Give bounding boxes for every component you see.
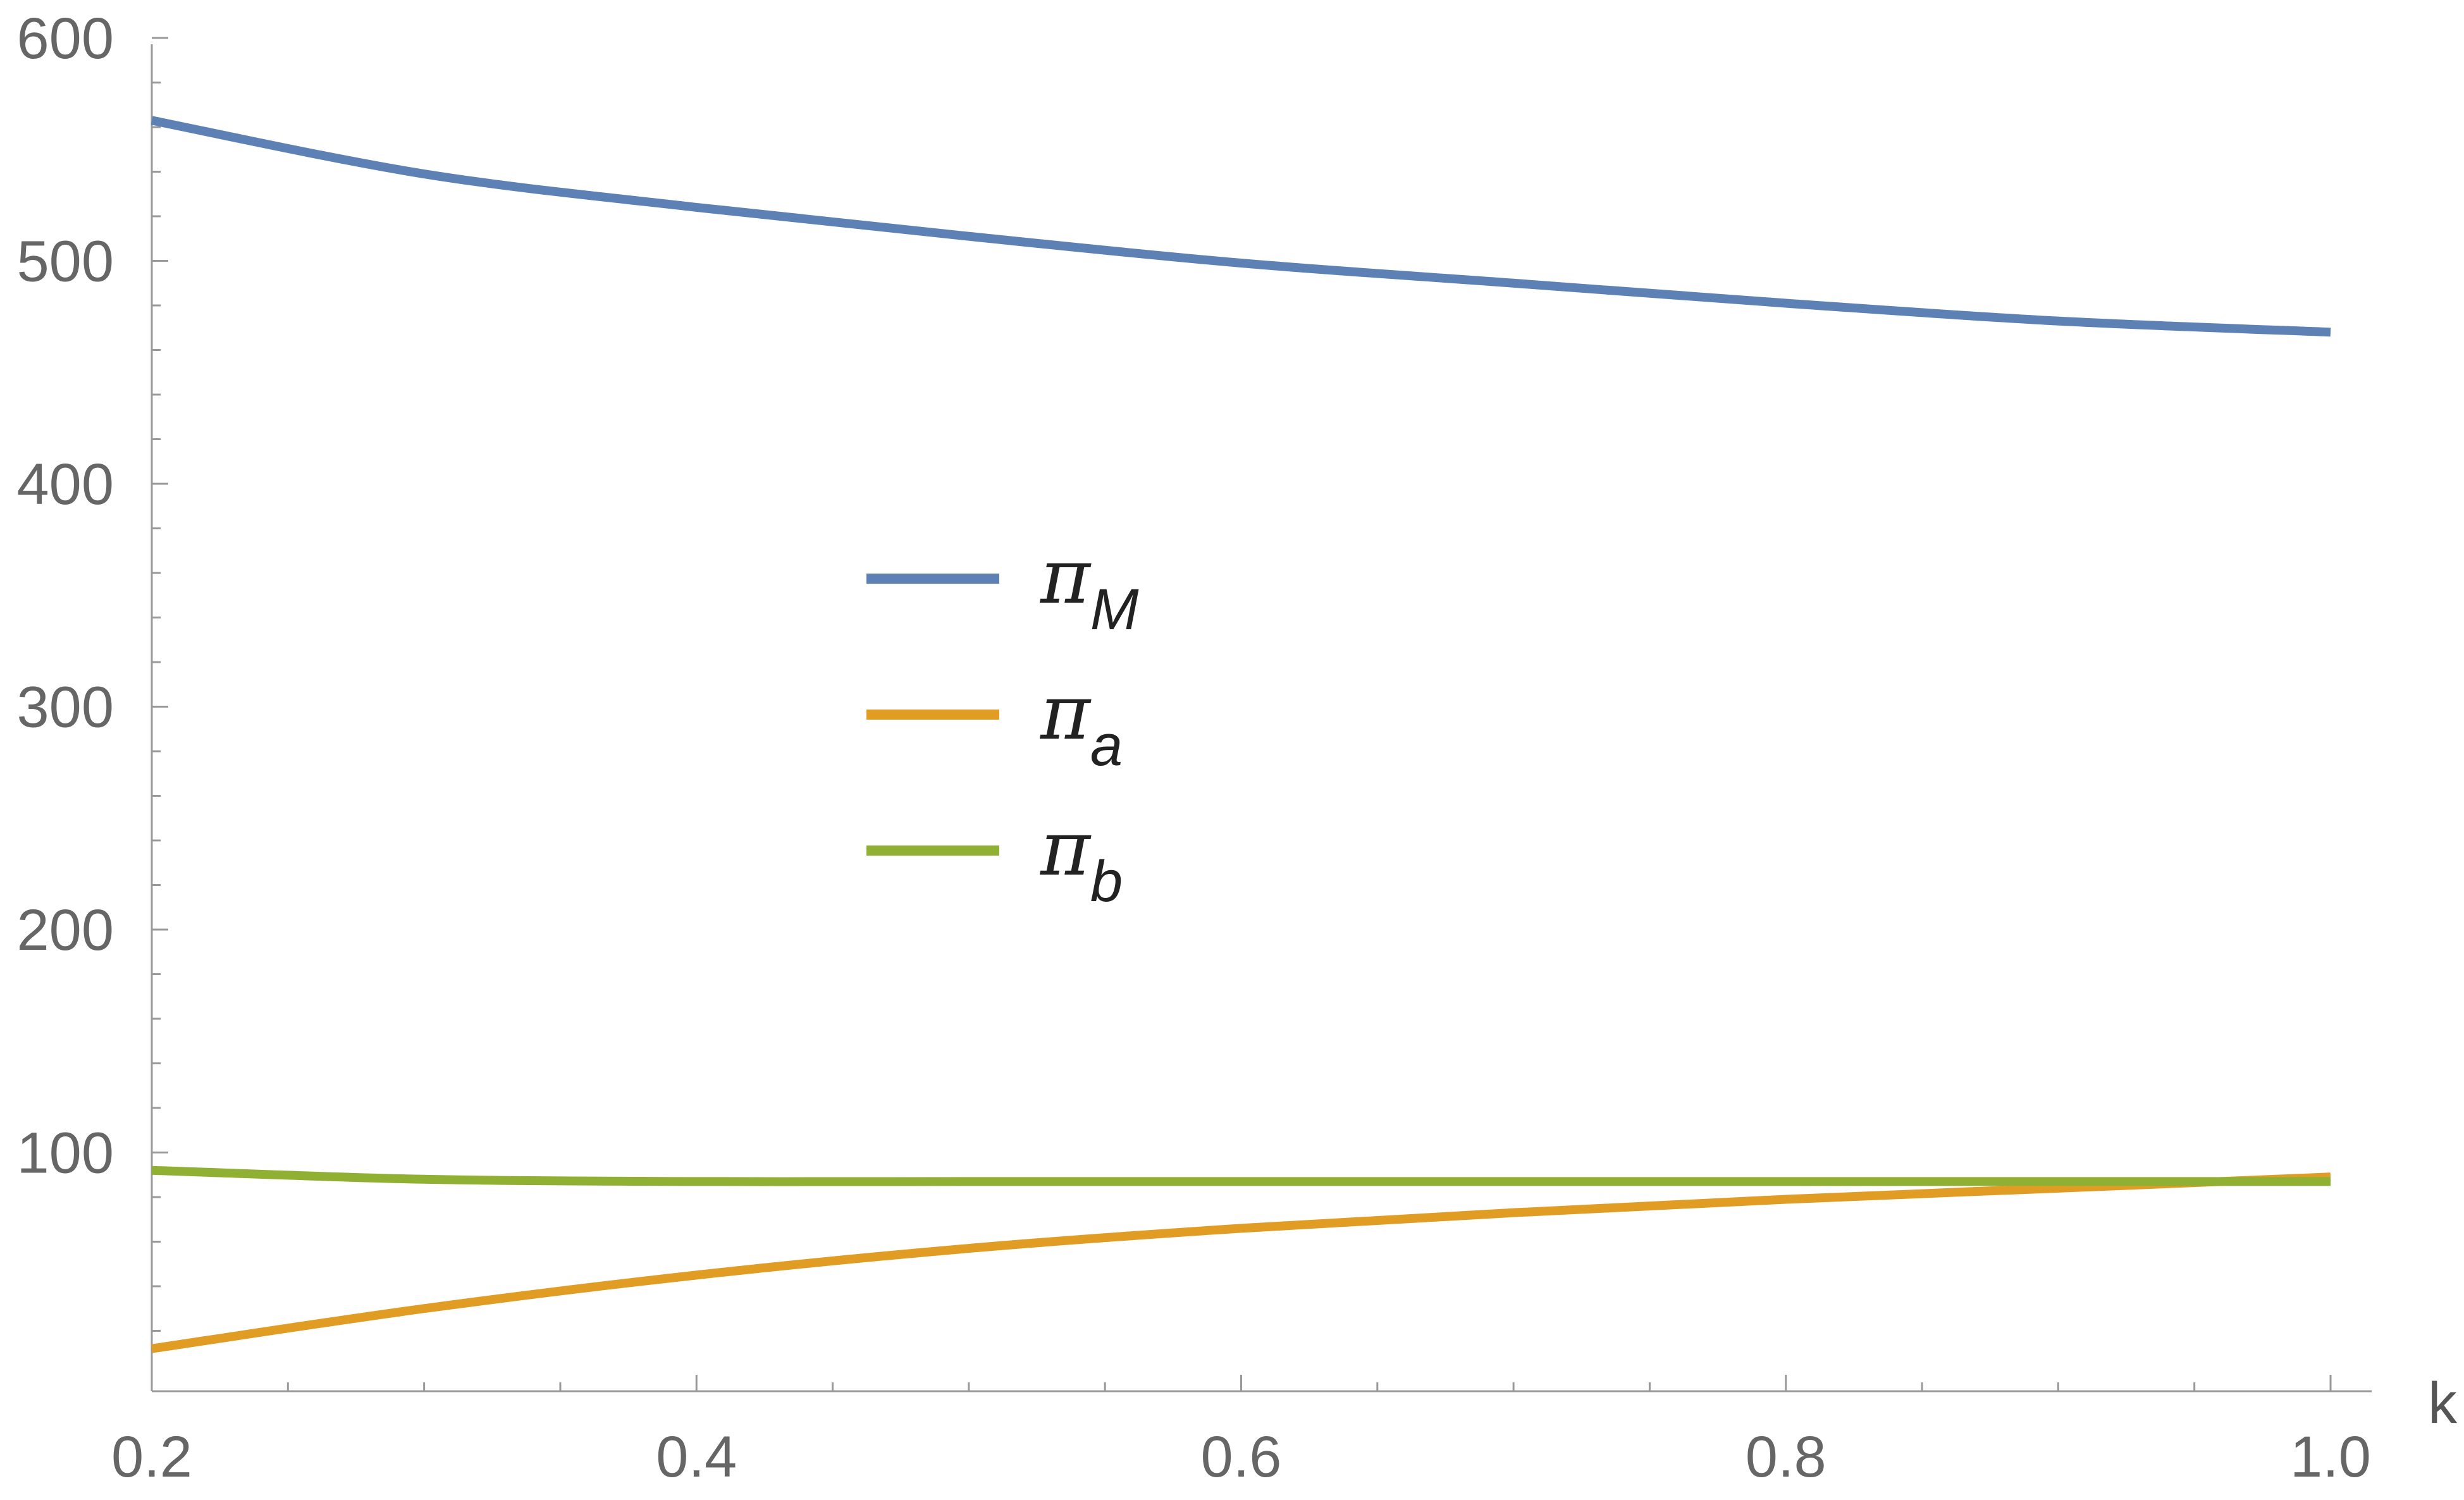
series-line-pi-a xyxy=(151,1172,2331,1353)
x-tick-label: 0.8 xyxy=(1746,1425,1826,1489)
series-line-pi-b xyxy=(151,1165,2331,1186)
x-tick-label: 1.0 xyxy=(2290,1425,2371,1489)
legend-item-pi-M: πM xyxy=(866,533,1139,642)
y-tick-label: 100 xyxy=(17,1121,114,1186)
legend: πM πa πb xyxy=(866,533,1139,914)
y-tick-label: 300 xyxy=(17,675,114,740)
legend-item-pi-a: πa xyxy=(866,669,1123,778)
x-tick-label: 0.2 xyxy=(111,1425,192,1489)
x-tick-label: 0.4 xyxy=(656,1425,737,1489)
y-tick-label: 500 xyxy=(17,230,114,294)
series-lines xyxy=(151,116,2331,1353)
y-tick-label: 600 xyxy=(17,6,114,71)
y-tick-label: 400 xyxy=(17,452,114,517)
x-axis-label: k xyxy=(2428,1371,2458,1435)
legend-label: πb xyxy=(1039,805,1123,914)
legend-label: πa xyxy=(1039,669,1123,778)
x-tick-label: 0.6 xyxy=(1201,1425,1282,1489)
legend-item-pi-b: πb xyxy=(866,805,1123,914)
axes: 0.2 0.4 0.6 0.8 1.0 100 200 300 400 500 600 k xyxy=(17,6,2458,1489)
y-tick-label: 200 xyxy=(17,898,114,962)
series-line-pi-M xyxy=(151,116,2331,337)
y-ticks: 100 200 300 400 500 600 xyxy=(17,6,168,1332)
legend-label: πM xyxy=(1039,533,1139,642)
x-ticks: 0.2 0.4 0.6 0.8 1.0 xyxy=(111,1375,2371,1489)
